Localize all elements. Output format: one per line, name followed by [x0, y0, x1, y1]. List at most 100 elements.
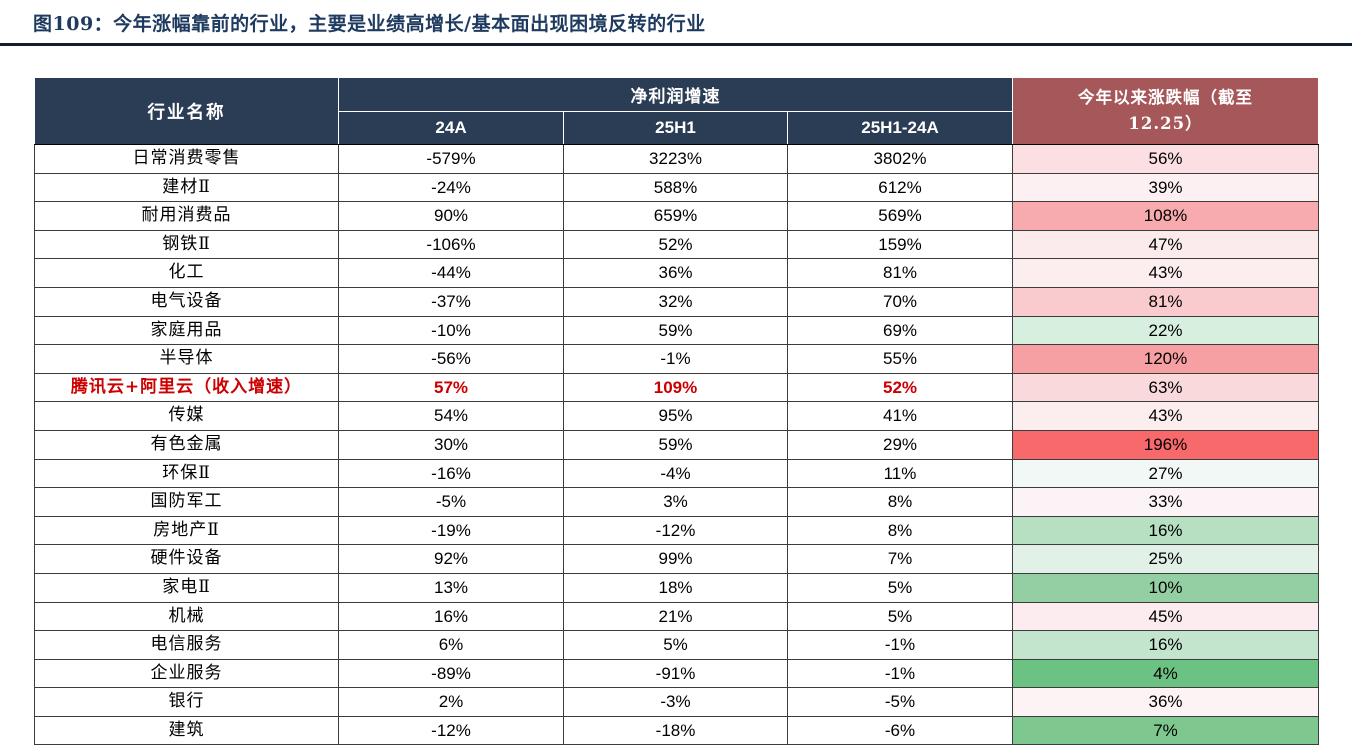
table-row: 化工 -44% 36% 81% 43% [34, 258, 1319, 288]
industry-name-cell: 家电Ⅱ [34, 572, 339, 603]
profit-growth-cell: 59% [563, 429, 788, 460]
table-row: 钢铁Ⅱ -106% 52% 159% 47% [34, 229, 1319, 260]
table-row: 电气设备 -37% 32% 70% 81% [34, 286, 1319, 317]
profit-growth-cell: 18% [563, 572, 788, 603]
ytd-change-cell: 36% [1012, 687, 1319, 717]
industry-name-cell: 家庭用品 [34, 315, 339, 346]
ytd-change-cell: 120% [1012, 344, 1319, 374]
table-row: 半导体 -56% -1% 55% 120% [34, 344, 1319, 374]
profit-growth-cell: 16% [338, 601, 564, 632]
header-ytd-change: 今年以来涨跌幅（截至 12.25） [1012, 77, 1319, 145]
table-row: 电信服务 6% 5% -1% 16% [34, 630, 1319, 660]
industry-name-cell: 环保Ⅱ [34, 458, 339, 489]
profit-growth-cell: 8% [787, 515, 1013, 546]
profit-growth-cell: -1% [787, 658, 1013, 689]
profit-growth-cell: 7% [787, 544, 1013, 574]
table-row: 腾讯云+阿里云（收入增速） 57% 109% 52% 63% [34, 372, 1319, 403]
industry-name-cell: 半导体 [34, 344, 339, 374]
ytd-change-cell: 10% [1012, 572, 1319, 603]
profit-growth-cell: -4% [563, 458, 788, 489]
profit-growth-cell: 55% [787, 344, 1013, 374]
profit-growth-cell: 52% [563, 229, 788, 260]
industry-name-cell: 日常消费零售 [34, 144, 339, 174]
table-row: 企业服务 -89% -91% -1% 4% [34, 658, 1319, 689]
ytd-change-cell: 25% [1012, 544, 1319, 574]
ytd-change-cell: 43% [1012, 401, 1319, 431]
ytd-change-cell: 47% [1012, 229, 1319, 260]
profit-growth-cell: 588% [563, 172, 788, 203]
profit-growth-cell: -24% [338, 172, 564, 203]
ytd-change-cell: 16% [1012, 515, 1319, 546]
profit-growth-cell: 90% [338, 201, 564, 231]
profit-growth-cell: -56% [338, 344, 564, 374]
table-header: 行业名称 净利润增速 今年以来涨跌幅（截至 12.25） 24A 25H1 25… [34, 77, 1319, 145]
industry-name-cell: 机械 [34, 601, 339, 632]
profit-growth-cell: 5% [787, 601, 1013, 632]
profit-growth-cell: 57% [338, 372, 564, 403]
profit-growth-cell: 569% [787, 201, 1013, 231]
ytd-change-cell: 16% [1012, 630, 1319, 660]
industry-name-cell: 国防军工 [34, 487, 339, 517]
profit-growth-cell: 21% [563, 601, 788, 632]
industry-name-cell: 钢铁Ⅱ [34, 229, 339, 260]
industry-name-cell: 传媒 [34, 401, 339, 431]
industry-name-cell: 耐用消费品 [34, 201, 339, 231]
profit-growth-cell: -12% [563, 515, 788, 546]
profit-growth-cell: -37% [338, 286, 564, 317]
header-25h1-minus-24a: 25H1-24A [787, 111, 1013, 145]
profit-growth-cell: 52% [787, 372, 1013, 403]
profit-growth-cell: -1% [563, 344, 788, 374]
table-row: 有色金属 30% 59% 29% 196% [34, 429, 1319, 460]
table-row: 机械 16% 21% 5% 45% [34, 601, 1319, 632]
industry-name-cell: 建材Ⅱ [34, 172, 339, 203]
table-row: 房地产Ⅱ -19% -12% 8% 16% [34, 515, 1319, 546]
header-profit-growth-group: 净利润增速 [338, 77, 1013, 112]
profit-growth-cell: 2% [338, 687, 564, 717]
ytd-change-cell: 33% [1012, 487, 1319, 517]
ytd-change-cell: 81% [1012, 286, 1319, 317]
profit-growth-cell: 54% [338, 401, 564, 431]
profit-growth-cell: 5% [787, 572, 1013, 603]
industry-name-cell: 硬件设备 [34, 544, 339, 574]
profit-growth-cell: -3% [563, 687, 788, 717]
industry-name-cell: 企业服务 [34, 658, 339, 689]
profit-growth-cell: 69% [787, 315, 1013, 346]
profit-growth-cell: 13% [338, 572, 564, 603]
title-divider [0, 43, 1352, 46]
ytd-change-cell: 43% [1012, 258, 1319, 288]
profit-growth-cell: 3223% [563, 144, 788, 174]
profit-growth-cell: 11% [787, 458, 1013, 489]
header-industry: 行业名称 [34, 77, 339, 145]
profit-growth-cell: 3802% [787, 144, 1013, 174]
table-row: 家电Ⅱ 13% 18% 5% 10% [34, 572, 1319, 603]
industry-name-cell: 银行 [34, 687, 339, 717]
profit-growth-cell: -12% [338, 715, 564, 746]
table-row: 银行 2% -3% -5% 36% [34, 687, 1319, 717]
table-row: 硬件设备 92% 99% 7% 25% [34, 544, 1319, 574]
industry-name-cell: 电信服务 [34, 630, 339, 660]
industry-name-cell: 建筑 [34, 715, 339, 746]
table-row: 家庭用品 -10% 59% 69% 22% [34, 315, 1319, 346]
profit-growth-cell: 8% [787, 487, 1013, 517]
ytd-change-cell: 196% [1012, 429, 1319, 460]
profit-growth-cell: 70% [787, 286, 1013, 317]
industry-name-cell: 电气设备 [34, 286, 339, 317]
ytd-change-cell: 56% [1012, 144, 1319, 174]
ytd-change-cell: 45% [1012, 601, 1319, 632]
header-24a: 24A [338, 111, 564, 145]
profit-growth-cell: 81% [787, 258, 1013, 288]
profit-growth-cell: 59% [563, 315, 788, 346]
ytd-change-cell: 4% [1012, 658, 1319, 689]
profit-growth-cell: 36% [563, 258, 788, 288]
profit-growth-cell: -1% [787, 630, 1013, 660]
profit-growth-cell: 41% [787, 401, 1013, 431]
table-row: 建筑 -12% -18% -6% 7% [34, 715, 1319, 746]
profit-growth-cell: 6% [338, 630, 564, 660]
ytd-change-cell: 39% [1012, 172, 1319, 203]
profit-growth-cell: 612% [787, 172, 1013, 203]
ytd-change-cell: 63% [1012, 372, 1319, 403]
industry-name-cell: 有色金属 [34, 429, 339, 460]
industry-name-cell: 化工 [34, 258, 339, 288]
profit-growth-cell: -19% [338, 515, 564, 546]
profit-growth-cell: 3% [563, 487, 788, 517]
